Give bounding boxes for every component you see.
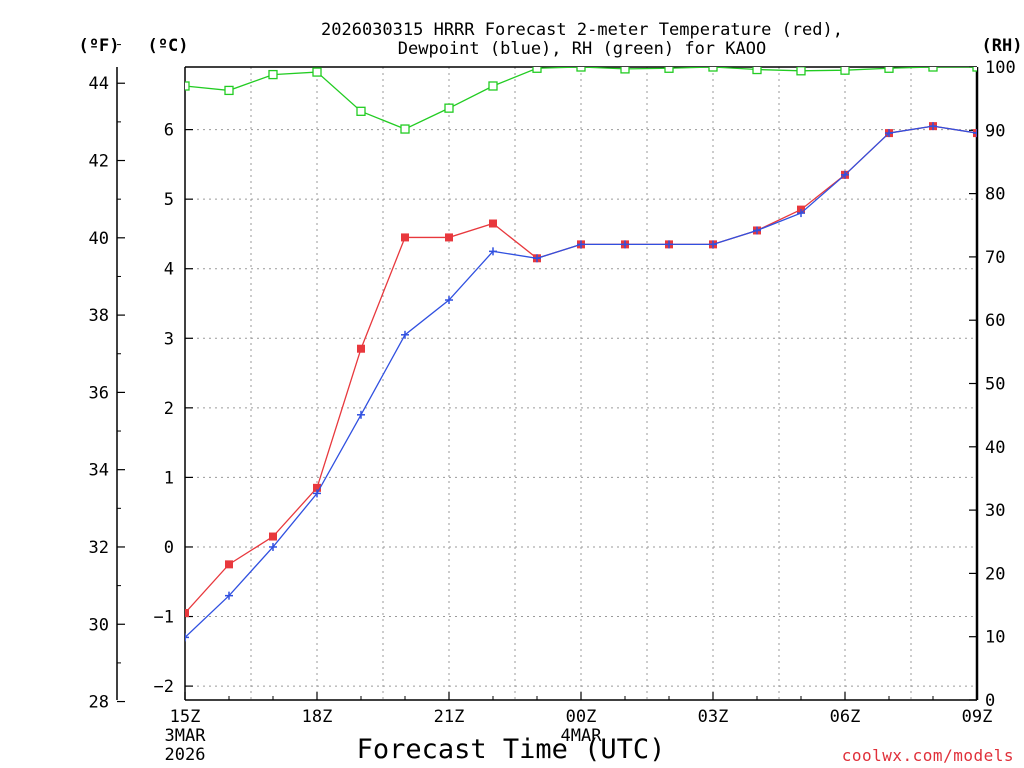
- rh-point: [928, 67, 938, 72]
- celsius-tick-label: 1: [164, 468, 174, 488]
- rh-tick-label: 0: [985, 691, 995, 711]
- temperature-point: [357, 344, 365, 353]
- fahrenheit-tick-label: 36: [89, 383, 109, 403]
- rh-point: [400, 124, 410, 134]
- data-series: [185, 67, 977, 642]
- dewpoint-point: [445, 296, 453, 305]
- rh-tick-label: 40: [985, 438, 1005, 458]
- dewpoint-point: [753, 226, 761, 235]
- rh-point: [796, 67, 806, 76]
- celsius-tick-label: 3: [164, 329, 174, 349]
- dewpoint-point: [313, 489, 321, 498]
- x-axis-label: Forecast Time (UTC): [357, 734, 666, 765]
- celsius-unit-label: (ºC): [148, 36, 189, 56]
- dewpoint-point: [401, 330, 409, 339]
- rh-point: [488, 81, 498, 91]
- rh-point: [576, 67, 586, 72]
- x-tick-date-label: 4MAR: [561, 726, 603, 746]
- rh-point: [752, 67, 762, 75]
- temperature-point: [269, 532, 277, 541]
- grid-lines: [185, 67, 977, 700]
- dewpoint-point: [357, 410, 365, 419]
- temperature-point: [185, 609, 189, 618]
- dewpoint-point: [621, 240, 629, 249]
- dewpoint-point: [841, 170, 849, 179]
- dewpoint-point: [269, 542, 277, 551]
- rh-point: [185, 81, 190, 91]
- x-tick-year-label: 2026: [165, 745, 206, 765]
- x-tick-label: 18Z: [302, 707, 333, 727]
- rh-point: [620, 67, 630, 74]
- rh-point: [708, 67, 718, 72]
- fahrenheit-tick-label: 28: [89, 693, 109, 713]
- dewpoint-point: [797, 209, 805, 218]
- rh-tick-label: 50: [985, 375, 1005, 395]
- celsius-tick-label: 5: [164, 190, 174, 210]
- x-tick-label: 03Z: [698, 707, 729, 727]
- credit-text: coolwx.com/models: [842, 746, 1014, 765]
- celsius-tick-label: 6: [164, 121, 174, 141]
- fahrenheit-unit-label: (ºF): [79, 36, 120, 56]
- dewpoint-point: [225, 591, 233, 600]
- rh-point: [224, 85, 234, 96]
- celsius-tick-label: 2: [164, 399, 174, 419]
- chart-title-line2: Dewpoint (blue), RH (green) for KAOO: [398, 39, 766, 59]
- rh-tick-label: 100: [985, 58, 1016, 78]
- fahrenheit-tick-label: 30: [89, 615, 109, 635]
- temperature-point: [401, 233, 409, 242]
- x-tick-label: 15Z: [170, 707, 201, 727]
- x-tick-label: 21Z: [434, 707, 465, 727]
- rh-point: [312, 67, 322, 77]
- fahrenheit-tick-label: 40: [89, 229, 109, 249]
- fahrenheit-tick-label: 44: [89, 74, 109, 94]
- temperature-point: [489, 219, 497, 228]
- dewpoint-point: [709, 240, 717, 249]
- celsius-tick-label: −2: [154, 677, 174, 697]
- celsius-tick-label: 0: [164, 538, 174, 558]
- chart-title-line1: 2026030315 HRRR Forecast 2-meter Tempera…: [321, 20, 843, 40]
- rh-tick-label: 90: [985, 121, 1005, 141]
- x-tick-label: 06Z: [830, 707, 861, 727]
- rh-tick-label: 30: [985, 501, 1005, 521]
- x-tick-label: 09Z: [962, 707, 993, 727]
- rh-point: [972, 67, 977, 72]
- temperature-point: [445, 233, 453, 242]
- rh-unit-label: (RH): [982, 36, 1023, 56]
- celsius-tick-label: −1: [154, 608, 174, 628]
- celsius-tick-label: 4: [164, 260, 174, 280]
- fahrenheit-tick-label: 34: [89, 461, 109, 481]
- fahrenheit-tick-label: 42: [89, 152, 109, 172]
- rh-tick-label: 10: [985, 628, 1005, 648]
- dewpoint-point: [489, 247, 497, 256]
- rh-point: [444, 103, 454, 113]
- dewpoint-point: [885, 129, 893, 138]
- dewpoint-point: [185, 633, 189, 642]
- dewpoint-point: [929, 122, 937, 131]
- temperature-point: [313, 483, 321, 492]
- rh-point: [664, 67, 674, 73]
- fahrenheit-tick-label: 32: [89, 538, 109, 558]
- dewpoint-point: [577, 240, 585, 249]
- axes: [116, 66, 979, 701]
- dewpoint-point: [533, 254, 541, 263]
- x-tick-date-label: 3MAR: [165, 726, 207, 746]
- rh-tick-label: 80: [985, 185, 1005, 205]
- rh-point: [356, 106, 366, 116]
- rh-point: [268, 69, 278, 80]
- rh-point: [884, 67, 894, 73]
- rh-tick-label: 70: [985, 248, 1005, 268]
- dewpoint-point: [973, 129, 977, 138]
- x-tick-label: 00Z: [566, 707, 597, 727]
- temperature-point: [225, 560, 233, 569]
- rh-tick-label: 60: [985, 311, 1005, 331]
- dewpoint-point: [665, 240, 673, 249]
- tick-marks: 283032343638404244−2−1012345601020304050…: [89, 44, 1016, 765]
- rh-point: [840, 67, 850, 75]
- rh-tick-label: 20: [985, 564, 1005, 584]
- fahrenheit-tick-label: 38: [89, 306, 109, 326]
- rh-point: [532, 67, 542, 73]
